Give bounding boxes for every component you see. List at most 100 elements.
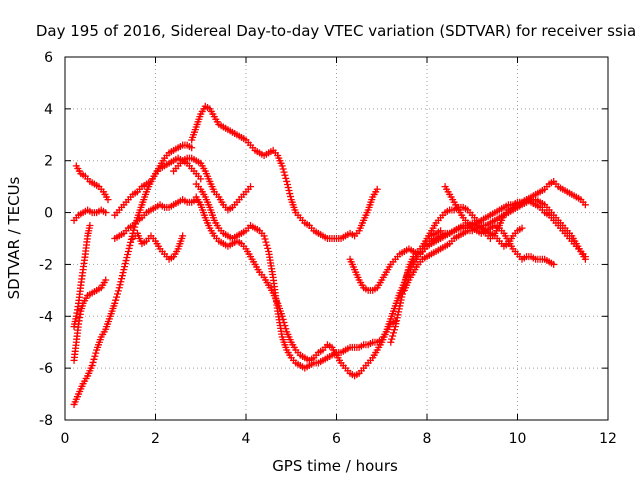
- data-point: [285, 187, 293, 195]
- y-tick-label: -2: [39, 257, 53, 273]
- series-track-4: [70, 276, 110, 364]
- data-point: [118, 275, 126, 283]
- data-point: [283, 177, 291, 185]
- y-tick-label: 2: [44, 154, 53, 170]
- data-point: [260, 232, 268, 240]
- data-point: [278, 312, 286, 320]
- data-point: [403, 269, 411, 277]
- data-point: [92, 349, 100, 357]
- data-point: [122, 257, 130, 265]
- x-tick-label: 2: [151, 431, 160, 447]
- data-point: [281, 322, 289, 330]
- data-point: [388, 335, 396, 343]
- data-point: [261, 235, 269, 243]
- data-point: [390, 329, 398, 337]
- y-tick-label: -6: [39, 361, 53, 377]
- data-point: [89, 358, 97, 366]
- data-point: [124, 250, 132, 258]
- data-point: [389, 332, 397, 340]
- data-point: [179, 232, 187, 240]
- x-tick-label: 6: [332, 431, 341, 447]
- data-point: [120, 266, 128, 274]
- series-track-8: [129, 229, 187, 263]
- data-point: [403, 272, 411, 280]
- data-point: [550, 260, 558, 268]
- data-point: [124, 247, 132, 255]
- plot-frame: [64, 56, 609, 421]
- data-point: [102, 276, 110, 284]
- data-point: [373, 185, 381, 193]
- data-point: [127, 238, 135, 246]
- data-point: [286, 190, 294, 198]
- y-tick-label: -4: [39, 309, 53, 325]
- data-point: [280, 319, 288, 327]
- data-point: [127, 235, 135, 243]
- data-point: [119, 269, 127, 277]
- data-point: [111, 299, 119, 307]
- data-point: [284, 184, 292, 192]
- x-tick-label: 8: [423, 431, 432, 447]
- data-point: [113, 293, 121, 301]
- data-point: [115, 284, 123, 292]
- data-point: [117, 278, 125, 286]
- y-tick-label: 6: [44, 50, 53, 66]
- data-point: [282, 325, 290, 333]
- data-point: [126, 241, 134, 249]
- series-track-6: [111, 141, 196, 219]
- y-tick-label: 4: [44, 102, 53, 118]
- data-point: [247, 183, 255, 191]
- data-point: [114, 287, 122, 295]
- data-point: [116, 281, 124, 289]
- data-point: [113, 290, 121, 298]
- x-axis-label: GPS time / hours: [272, 457, 398, 475]
- data-point: [118, 272, 126, 280]
- data-markers: [70, 102, 589, 408]
- data-point: [278, 162, 286, 170]
- data-point: [188, 144, 196, 152]
- chart-title: Day 195 of 2016, Sidereal Day-to-day VTE…: [36, 22, 636, 40]
- data-point: [390, 326, 398, 334]
- series-track-15: [400, 196, 589, 294]
- series-track-3: [70, 222, 94, 331]
- series-track-1: [72, 162, 112, 204]
- x-tick-label: 0: [61, 431, 70, 447]
- data-point: [281, 171, 289, 179]
- data-point: [102, 209, 110, 217]
- data-point: [123, 254, 131, 262]
- data-point: [279, 315, 287, 323]
- series-track-9: [188, 102, 381, 242]
- data-point: [263, 241, 271, 249]
- data-point: [282, 174, 290, 182]
- data-point: [86, 222, 94, 230]
- data-point: [518, 224, 526, 232]
- y-axis-label: SDTVAR / TECUs: [5, 176, 23, 299]
- data-point: [581, 201, 589, 209]
- y-tick-label: 0: [44, 206, 53, 222]
- data-point: [104, 196, 112, 204]
- data-point: [581, 255, 589, 263]
- data-point: [387, 338, 395, 346]
- data-point: [286, 193, 294, 201]
- series-track-10: [170, 154, 255, 214]
- data-point: [125, 244, 133, 252]
- data-point: [90, 355, 98, 363]
- tick-labels: 0 2 4 6 8 10 12 -8 -6 -4 -2 0 2 4 6: [39, 50, 617, 447]
- x-tick-label: 4: [242, 431, 251, 447]
- series-track-2: [70, 206, 110, 224]
- data-point: [279, 165, 287, 173]
- grid: [65, 57, 608, 420]
- data-point: [91, 352, 99, 360]
- y-tick-label: -8: [39, 413, 53, 429]
- data-point: [121, 260, 129, 268]
- data-point: [262, 238, 270, 246]
- data-point: [264, 244, 272, 252]
- data-point: [121, 263, 129, 271]
- x-tick-label: 10: [509, 431, 527, 447]
- data-point: [197, 175, 205, 183]
- data-point: [130, 226, 138, 234]
- data-point: [112, 296, 120, 304]
- x-tick-label: 12: [599, 431, 617, 447]
- data-point: [283, 180, 291, 188]
